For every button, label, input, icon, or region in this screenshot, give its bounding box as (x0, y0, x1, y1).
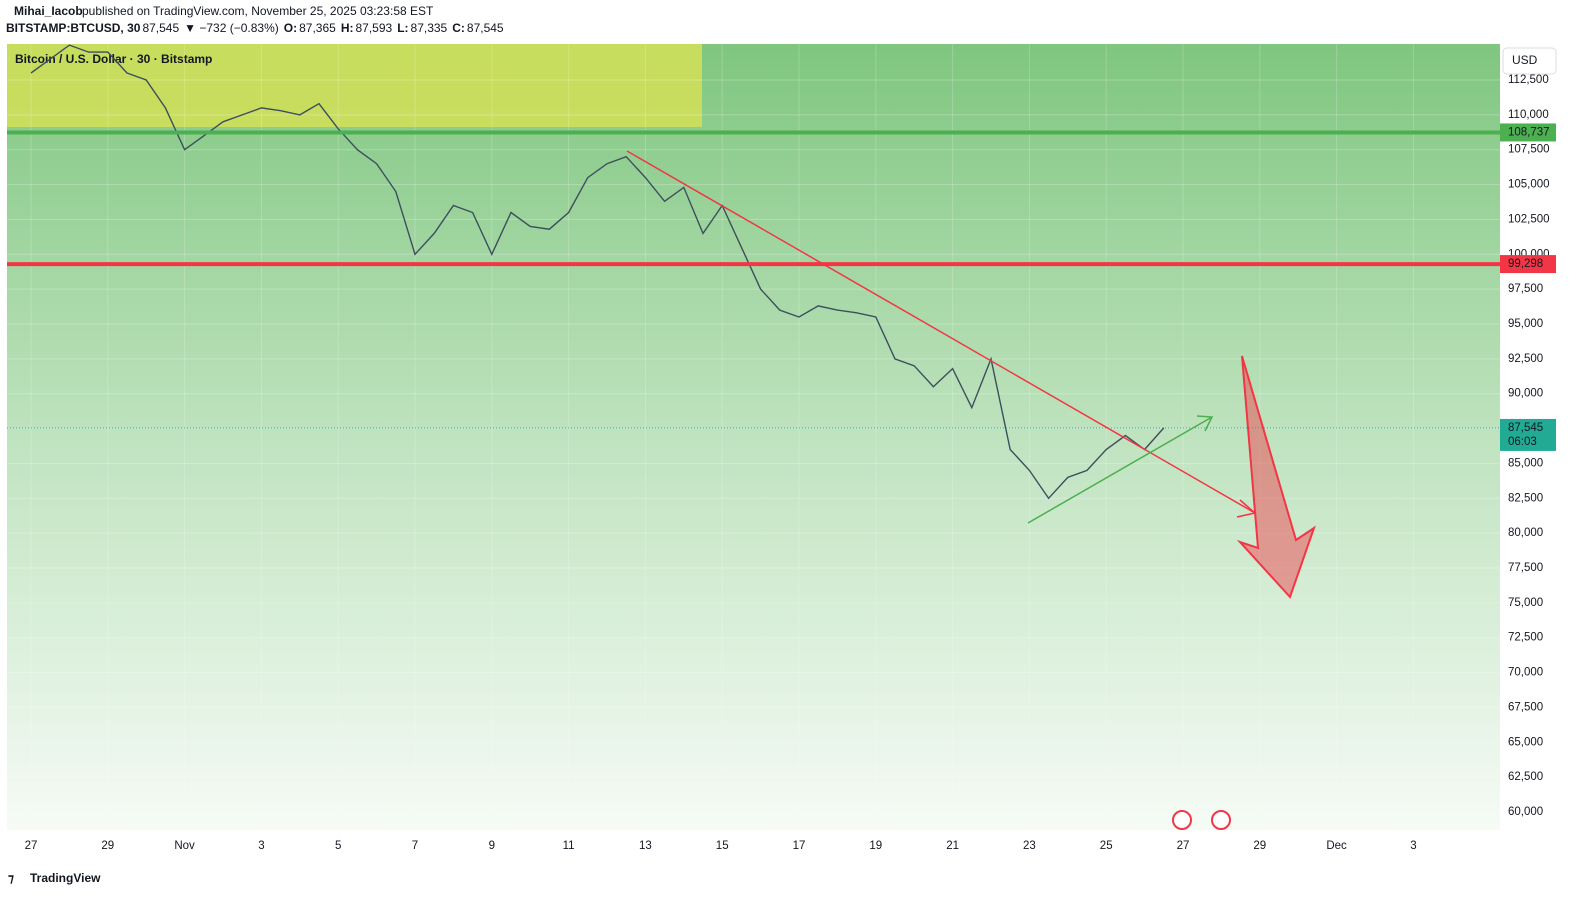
x-tick-label: 27 (25, 840, 38, 852)
x-tick-label: 29 (101, 840, 114, 852)
header-last: 87,545 (142, 21, 179, 35)
support-line (1027, 416, 1213, 524)
x-tick-label: 3 (258, 840, 264, 852)
y-tick-label: 62,500 (1508, 771, 1543, 783)
x-tick-label: 13 (639, 840, 652, 852)
header-h: 87,593 (355, 21, 392, 35)
last-price-tag (1500, 418, 1556, 451)
x-tick-label: 9 (489, 840, 495, 852)
header-symbol: BITSTAMP:BTCUSD, 30 (6, 21, 141, 35)
ohlc-header: BITSTAMP:BTCUSD, 30 87,545 ▼ −732 (−0.83%)… (6, 21, 504, 35)
y-tick-label: 75,000 (1508, 597, 1543, 609)
y-tick-label: 72,500 (1508, 632, 1543, 644)
plot: 60,000 62,500 65,000 67,500 70,000 72,500 75,0… (7, 44, 1556, 852)
y-tick-label: 92,500 (1508, 353, 1543, 365)
zone-box (7, 44, 702, 127)
event-icon[interactable] (1172, 810, 1192, 830)
author: Mihai_Iacob (14, 4, 83, 18)
y-tick-label: 65,000 (1508, 736, 1543, 748)
header-change: ▼ −732 (−0.83%) (184, 21, 279, 35)
x-tick-label: 25 (1100, 840, 1113, 852)
y-tick-label: 60,000 (1508, 806, 1543, 818)
level-tag (1500, 123, 1556, 142)
header-o: 87,365 (299, 21, 336, 35)
last-price-label: 87,545 (1508, 422, 1543, 434)
header-c-label: C: (452, 21, 465, 35)
level-tag (1500, 255, 1556, 274)
y-tick-label: 112,500 (1508, 74, 1549, 86)
currency[interactable]: USD (1512, 53, 1538, 67)
y-tick-label: 70,000 (1508, 667, 1543, 679)
header-h-label: H: (341, 21, 354, 35)
plot-background (7, 44, 1500, 830)
x-tick-label: 11 (563, 840, 575, 852)
x-tick-label: 3 (1410, 840, 1416, 852)
x-tick-label: 15 (716, 840, 729, 852)
x-tick-label: 5 (335, 840, 341, 852)
logo-mark: ⁊ (8, 871, 14, 885)
y-tick-label: 107,500 (1508, 144, 1550, 156)
y-tick-label: 90,000 (1508, 388, 1543, 400)
logo: TradingView (30, 871, 101, 885)
arrow-head (1196, 415, 1214, 432)
x-tick-label: 7 (412, 840, 418, 852)
currency-button[interactable] (1502, 47, 1557, 75)
level-label: 99,298 (1508, 258, 1543, 270)
down-arrow (1236, 355, 1316, 599)
x-tick-label: 17 (793, 840, 806, 852)
x-tick-label: 21 (946, 840, 959, 852)
x-tick-label: Nov (174, 840, 195, 852)
y-tick-label: 80,000 (1508, 527, 1543, 539)
countdown: 06:03 (1508, 436, 1537, 448)
header-l: 87,335 (411, 21, 448, 35)
x-tick-label: Dec (1326, 840, 1347, 852)
published: published on TradingView.com, November 2… (82, 4, 434, 18)
y-tick-label: 67,500 (1508, 701, 1543, 713)
x-tick-label: 19 (869, 840, 882, 852)
x-tick-label: 27 (1177, 840, 1190, 852)
x-tick-label: 29 (1253, 840, 1266, 852)
y-tick-label: 85,000 (1508, 457, 1543, 469)
y-tick-label: 82,500 (1508, 492, 1543, 504)
price-line (30, 44, 1165, 500)
header-o-label: O: (284, 21, 297, 35)
event-icon[interactable] (1211, 810, 1231, 830)
y-tick-label: 95,000 (1508, 318, 1543, 330)
y-tick-label: 77,500 (1508, 562, 1543, 574)
level-label: 108,737 (1508, 126, 1550, 138)
header-c: 87,545 (467, 21, 504, 35)
y-tick-label: 97,500 (1508, 283, 1543, 295)
x-tick-label: 23 (1023, 840, 1036, 852)
y-tick-label: 105,000 (1508, 179, 1550, 191)
header-l-label: L: (397, 21, 408, 35)
y-tick-label: 102,500 (1508, 213, 1550, 225)
y-tick-label: 110,000 (1508, 109, 1549, 121)
